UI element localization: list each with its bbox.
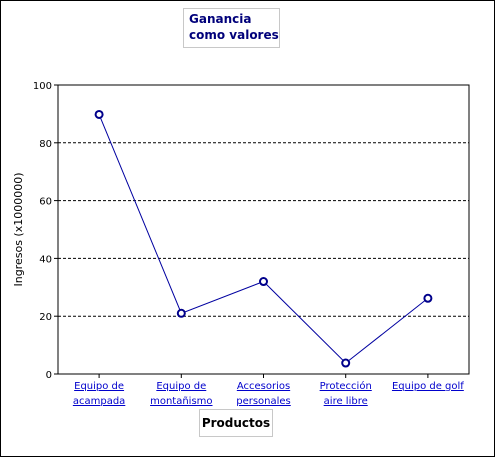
plot-area [57,84,470,375]
x-category-label[interactable]: Accesorios personales [236,381,291,407]
x-category-label[interactable]: Equipo de golf [392,381,464,392]
x-axis-title-text: Productos [201,416,271,430]
data-point [176,308,186,318]
chart-title: Ganancia como valores [183,8,280,48]
x-category-label[interactable]: Equipo de acampada [73,381,125,407]
data-point [341,358,351,368]
y-tick-label: 20 [39,312,52,323]
x-axis-title: Productos [199,409,273,437]
y-tick-label: 0 [46,370,52,381]
y-axis-title: Ingresos (x1000000) [12,172,25,286]
chart-title-line-2: como valores [189,28,279,42]
y-tick-label: 100 [33,81,52,92]
x-category-label[interactable]: Protección aire libre [320,380,372,407]
data-point [259,277,268,287]
chart-title-line-1: Ganancia [189,12,252,26]
y-tick-label: 40 [39,254,52,265]
y-tick-label: 80 [39,139,52,150]
y-tick-label: 60 [39,197,52,208]
data-point [423,293,433,303]
data-point [94,109,104,119]
x-category-label[interactable]: Equipo de montañismo [150,381,212,407]
